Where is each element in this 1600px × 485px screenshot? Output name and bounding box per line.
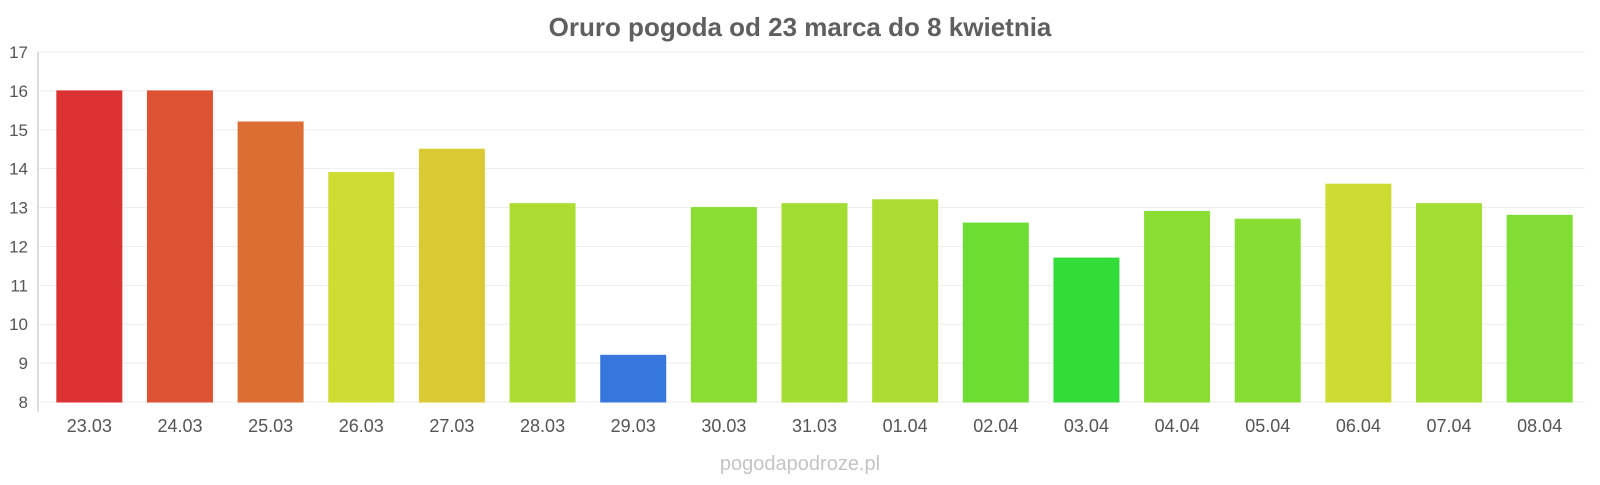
y-axis-ticks: 8 9 10 11 12 13 14 15 16 17 xyxy=(9,43,28,412)
bar-28.03 xyxy=(509,203,576,403)
x-tick-label: 06.04 xyxy=(1336,416,1381,436)
x-tick-label: 01.04 xyxy=(883,416,928,436)
y-tick-label: 17 xyxy=(9,43,28,62)
bar-08.04 xyxy=(1506,214,1573,403)
bar-24.03 xyxy=(146,90,213,403)
x-tick-label: 26.03 xyxy=(339,416,384,436)
x-tick-label: 04.04 xyxy=(1155,416,1200,436)
x-tick-label: 05.04 xyxy=(1245,416,1290,436)
x-tick-label: 23.03 xyxy=(67,416,112,436)
x-tick-label: 03.04 xyxy=(1064,416,1109,436)
bar-05.04 xyxy=(1234,218,1301,403)
x-tick-label: 30.03 xyxy=(701,416,746,436)
bar-06.04 xyxy=(1325,183,1392,403)
bar-30.03 xyxy=(690,207,757,403)
bar-25.03 xyxy=(237,121,304,403)
bar-07.04 xyxy=(1416,203,1483,403)
bar-03.04 xyxy=(1053,257,1120,403)
y-tick-label: 11 xyxy=(10,276,28,295)
bar-04.04 xyxy=(1144,210,1211,403)
bar-31.03 xyxy=(781,203,848,403)
source-label: pogodapodroze.pl xyxy=(720,453,880,475)
x-tick-label: 02.04 xyxy=(973,416,1018,436)
y-tick-label: 14 xyxy=(9,160,28,179)
bars xyxy=(56,90,1573,403)
x-tick-label: 31.03 xyxy=(792,416,837,436)
x-tick-label: 25.03 xyxy=(248,416,293,436)
y-tick-label: 9 xyxy=(19,354,28,373)
bar-01.04 xyxy=(872,199,939,403)
bar-23.03 xyxy=(56,90,123,403)
y-tick-label: 15 xyxy=(9,121,28,140)
chart-title: Oruro pogoda od 23 marca do 8 kwietnia xyxy=(549,12,1052,42)
y-tick-label: 12 xyxy=(9,237,28,256)
x-tick-label: 28.03 xyxy=(520,416,565,436)
x-tick-label: 29.03 xyxy=(611,416,656,436)
x-tick-label: 07.04 xyxy=(1427,416,1472,436)
bar-27.03 xyxy=(418,148,485,403)
y-tick-label: 10 xyxy=(9,315,28,334)
bar-02.04 xyxy=(962,222,1029,403)
x-axis-ticks: 23.03 24.03 25.03 26.03 27.03 28.03 29.03 30.03… xyxy=(67,416,1562,436)
x-tick-label: 08.04 xyxy=(1517,416,1562,436)
y-tick-label: 13 xyxy=(9,199,28,218)
bar-26.03 xyxy=(328,172,395,403)
y-tick-label: 16 xyxy=(9,82,28,101)
x-tick-label: 27.03 xyxy=(429,416,474,436)
y-tick-label: 8 xyxy=(19,393,28,412)
bar-29.03 xyxy=(600,354,667,403)
x-tick-label: 24.03 xyxy=(157,416,202,436)
